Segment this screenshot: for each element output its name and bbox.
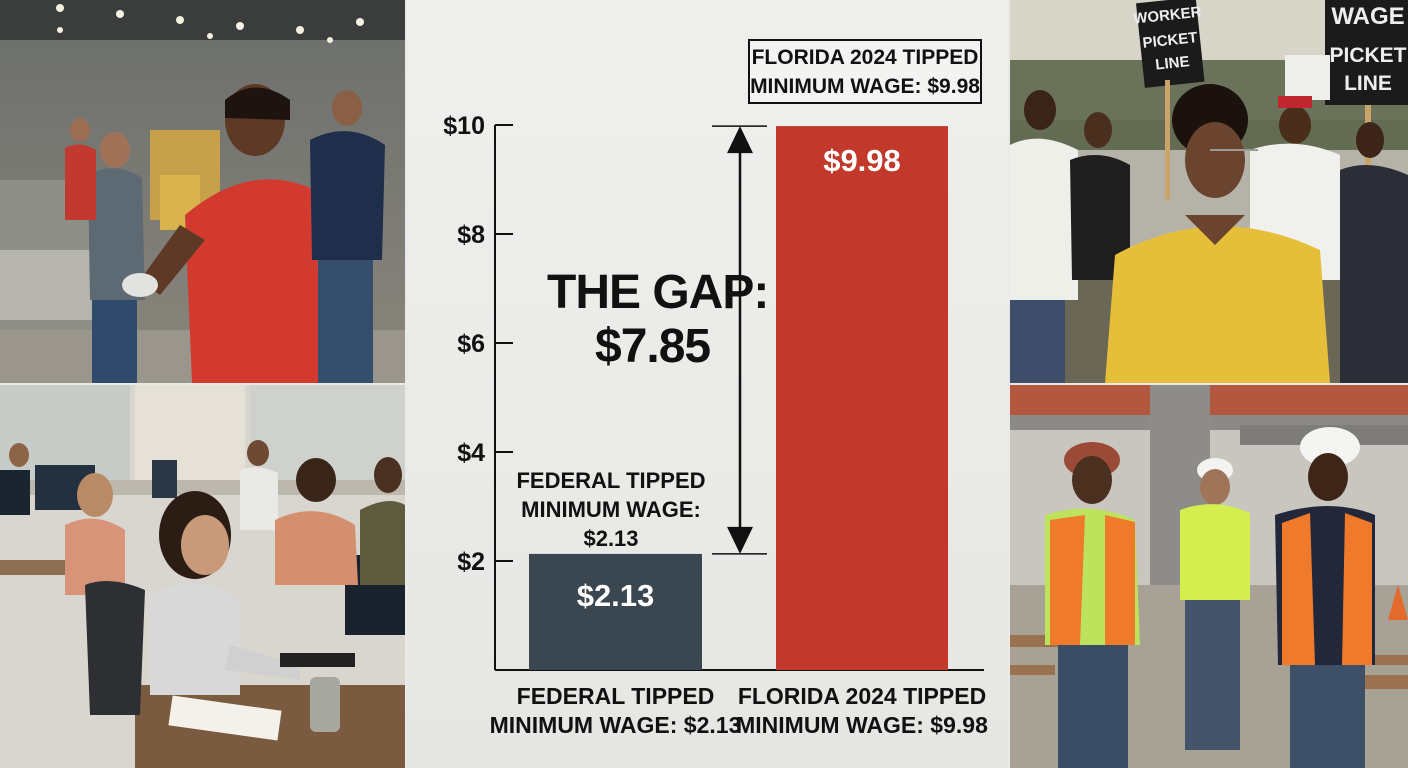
protest-sign-left-line3: LINE [1155,53,1191,73]
y-tick-label: $10 [443,112,485,140]
bar-florida-value-label: $9.98 [823,143,901,178]
y-tick-label: $4 [457,439,485,467]
bar-florida [776,126,948,671]
chart-panel: $2 $4 $6 $8 $10 $2.13 $9.98 THE GAP: $7.85 FE… [407,0,1008,768]
gap-arrow [712,125,767,555]
protest-sign-left-line2: PICKET [1142,29,1198,52]
protest-sign-right-line2: PICKET [1329,44,1406,67]
y-tick-label: $2 [457,548,485,576]
gap-arrowhead-up [727,126,753,154]
construction-workers-photo [1010,385,1408,768]
florida-callout-line2: MINIMUM WAGE: $9.98 [750,75,980,98]
protest-picket-photo: WORKER PICKET LINE WAGE PICKET LINE [1010,0,1408,383]
category-label-federal-line1: FEDERAL TIPPED [517,683,715,709]
factory-workers-photo [0,0,405,383]
y-tick-label: $6 [457,330,485,358]
protest-sign-right-line3: LINE [1344,72,1392,95]
federal-callout-line3: $2.13 [583,526,638,551]
florida-callout-box [748,39,982,104]
category-labels-group: FEDERAL TIPPED MINIMUM WAGE: $2.13 FLORIDA… [490,683,988,738]
federal-callout-line1: FEDERAL TIPPED [516,468,705,493]
gap-arrowhead-down [727,526,753,554]
bar-federal-value-label: $2.13 [577,578,655,613]
gap-title: THE GAP: [547,266,768,319]
bars-group: $2.13 $9.98 [529,126,948,671]
gap-value: $7.85 [595,320,710,373]
florida-callout-line1: FLORIDA 2024 TIPPED [752,46,979,69]
protest-sign-right-line1: WAGE [1331,3,1404,30]
category-label-florida-line2: MINIMUM WAGE: $9.98 [736,712,988,738]
y-ticks-group: $2 $4 $6 $8 $10 [443,112,513,576]
bar-federal [529,553,702,670]
y-tick-label: $8 [457,221,485,249]
office-workers-photo [0,385,405,768]
federal-callout-line2: MINIMUM WAGE: [521,497,701,522]
category-label-florida-line1: FLORIDA 2024 TIPPED [738,683,986,709]
category-label-federal-line2: MINIMUM WAGE: $2.13 [490,712,742,738]
wage-gap-bar-chart: $2 $4 $6 $8 $10 $2.13 $9.98 THE GAP: $7.85 FE… [443,39,988,738]
